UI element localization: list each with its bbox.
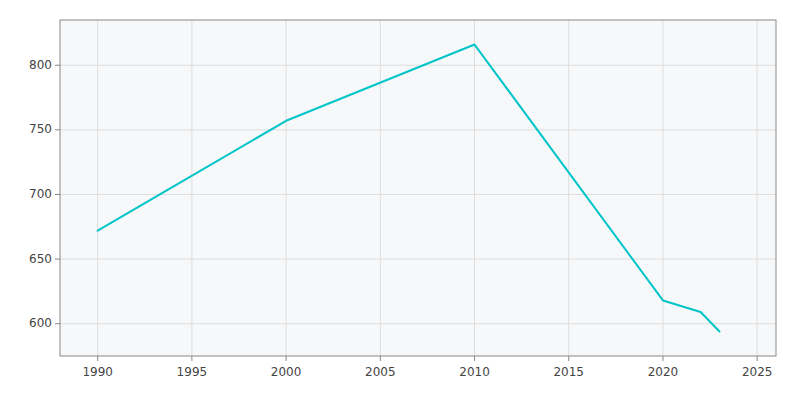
plot-frame <box>60 20 776 356</box>
x-grid-line <box>474 20 475 356</box>
x-tick-label: 2015 <box>553 365 584 379</box>
y-tick <box>55 65 60 66</box>
y-tick <box>55 129 60 130</box>
x-grid-line <box>380 20 381 356</box>
y-tick-label: 600 <box>29 316 52 330</box>
y-grid-line <box>60 323 776 324</box>
x-tick-label: 1990 <box>82 365 113 379</box>
chart-svg: 600 650 700 750 800 1990 1995 2000 2005 2010 2015 2… <box>0 0 800 400</box>
x-tick-label: 2025 <box>742 365 773 379</box>
x-grid-line <box>757 20 758 356</box>
y-tick <box>55 259 60 260</box>
y-tick-label: 650 <box>29 252 52 266</box>
y-grid-line <box>60 194 776 195</box>
y-tick <box>55 194 60 195</box>
x-tick-label: 2005 <box>365 365 396 379</box>
data-layer <box>98 45 720 332</box>
y-tick-label: 700 <box>29 187 52 201</box>
x-tick-label: 2000 <box>271 365 302 379</box>
line <box>98 45 720 332</box>
chart-container: 600 650 700 750 800 1990 1995 2000 2005 2010 2015 2… <box>0 0 800 400</box>
x-grid-line <box>191 20 192 356</box>
x-tick <box>191 356 192 361</box>
x-grid-line <box>97 20 98 356</box>
x-grid-line <box>662 20 663 356</box>
x-tick <box>380 356 381 361</box>
y-tick <box>55 323 60 324</box>
x-tick-label: 2020 <box>648 365 679 379</box>
y-grid-line <box>60 259 776 260</box>
x-tick <box>757 356 758 361</box>
y-grid-line <box>60 129 776 130</box>
x-tick-label: 2010 <box>459 365 490 379</box>
x-tick <box>97 356 98 361</box>
y-tick-label: 750 <box>29 122 52 136</box>
x-tick <box>568 356 569 361</box>
y-grid-line <box>60 65 776 66</box>
x-grid-line <box>568 20 569 356</box>
y-tick-label: 800 <box>29 58 52 72</box>
x-tick-label: 1995 <box>177 365 208 379</box>
grid <box>60 20 776 356</box>
plot-background <box>60 20 776 356</box>
x-tick <box>474 356 475 361</box>
x-tick <box>662 356 663 361</box>
axes: 600 650 700 750 800 1990 1995 2000 2005 2010 2015 2… <box>29 20 776 379</box>
x-grid-line <box>286 20 287 356</box>
x-tick <box>286 356 287 361</box>
